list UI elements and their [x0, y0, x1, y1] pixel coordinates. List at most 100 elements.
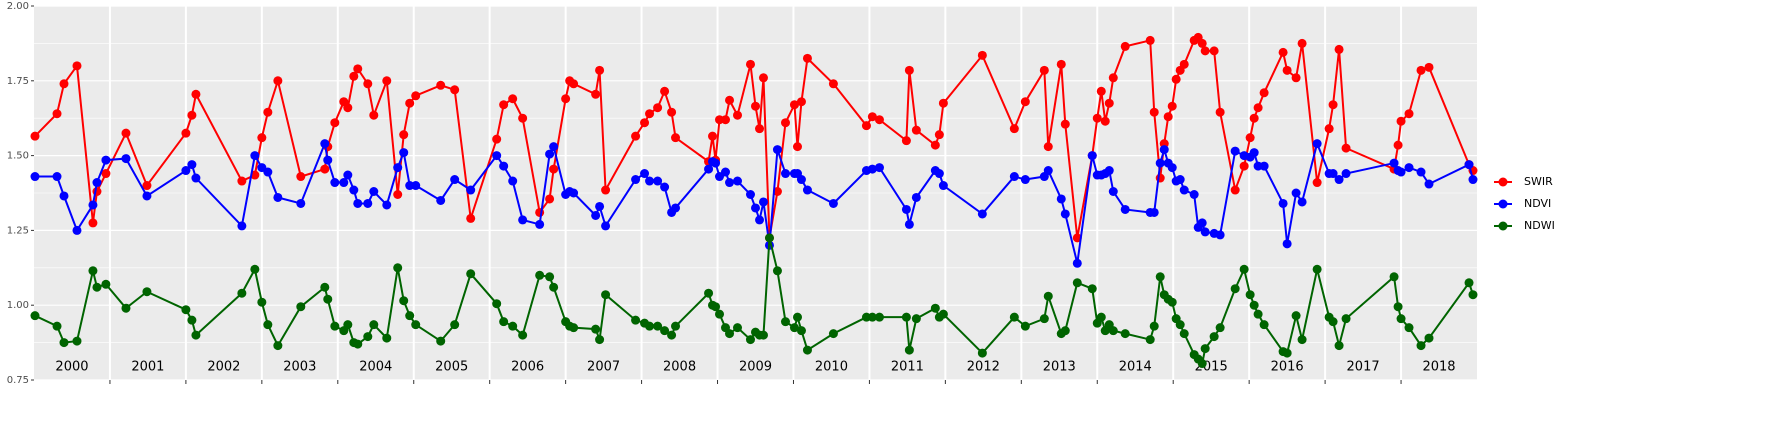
point [725, 95, 735, 105]
point [1200, 344, 1210, 354]
point [191, 173, 201, 183]
point [653, 321, 663, 331]
point [1253, 103, 1263, 113]
point [405, 311, 415, 321]
point [1092, 113, 1102, 123]
point [1100, 116, 1110, 126]
point [930, 303, 940, 313]
point [250, 151, 260, 161]
point [789, 323, 799, 333]
point [1297, 335, 1307, 345]
point [549, 164, 559, 174]
point [1039, 314, 1049, 324]
point [802, 53, 812, 63]
point [492, 151, 502, 161]
point [1393, 140, 1403, 150]
point [1324, 124, 1334, 134]
point [187, 110, 197, 120]
point [1009, 124, 1019, 134]
point [721, 167, 731, 177]
point [263, 167, 273, 177]
x-tick-label: 2016 [1271, 360, 1304, 375]
point [1282, 239, 1292, 249]
legend-label: SWIR [1524, 175, 1553, 188]
point [977, 50, 987, 60]
point [1404, 323, 1414, 333]
y-tick-label: 1.25 [7, 225, 29, 236]
point [353, 198, 363, 208]
point [121, 154, 131, 164]
point [343, 320, 353, 330]
x-tick-label: 2014 [1119, 360, 1152, 375]
point [518, 113, 528, 123]
point [828, 329, 838, 339]
point [187, 315, 197, 325]
point [466, 185, 476, 195]
point [296, 172, 306, 182]
point [92, 282, 102, 292]
point [591, 210, 601, 220]
point [711, 158, 721, 168]
point [1424, 333, 1434, 343]
point [1155, 272, 1165, 282]
point [645, 321, 655, 331]
point [363, 198, 373, 208]
point [72, 61, 82, 71]
y-tick-label: 1.00 [7, 300, 29, 311]
point [733, 110, 743, 120]
x-tick-label: 2002 [207, 360, 240, 375]
point [273, 341, 283, 351]
x-tick-label: 2005 [435, 360, 468, 375]
point [1291, 73, 1301, 83]
point [101, 279, 111, 289]
point [1312, 178, 1322, 188]
point [88, 218, 98, 228]
x-tick-label: 2008 [663, 360, 696, 375]
point [591, 89, 601, 99]
point [142, 181, 152, 191]
point [904, 345, 914, 355]
series-line [34, 140, 1474, 264]
point [399, 130, 409, 140]
point [938, 309, 948, 319]
point [867, 164, 877, 174]
point [349, 185, 359, 195]
point [745, 335, 755, 345]
point [1239, 264, 1249, 274]
point [1149, 207, 1159, 217]
point [1149, 321, 1159, 331]
point [411, 91, 421, 101]
point [1159, 145, 1169, 155]
point [545, 194, 555, 204]
point [645, 109, 655, 119]
y-tick-label: 2.00 [7, 1, 29, 12]
point [1087, 151, 1097, 161]
point [1341, 143, 1351, 153]
x-tick-label: 2011 [891, 360, 924, 375]
point [1328, 100, 1338, 110]
point [1215, 230, 1225, 240]
point [1334, 175, 1344, 185]
point [492, 299, 502, 309]
point [1020, 97, 1030, 107]
point [545, 272, 555, 282]
point [1043, 166, 1053, 176]
x-tick-label: 2009 [739, 360, 772, 375]
point [671, 321, 681, 331]
point [780, 317, 790, 327]
point [1396, 116, 1406, 126]
point [1197, 38, 1207, 48]
point [733, 176, 743, 186]
point [499, 161, 509, 171]
point [1039, 65, 1049, 75]
point [399, 296, 409, 306]
point [142, 191, 152, 201]
point [296, 302, 306, 312]
point [904, 65, 914, 75]
point [1259, 88, 1269, 98]
point [1396, 314, 1406, 324]
point [1096, 312, 1106, 322]
point [772, 145, 782, 155]
point [745, 189, 755, 199]
point [323, 294, 333, 304]
